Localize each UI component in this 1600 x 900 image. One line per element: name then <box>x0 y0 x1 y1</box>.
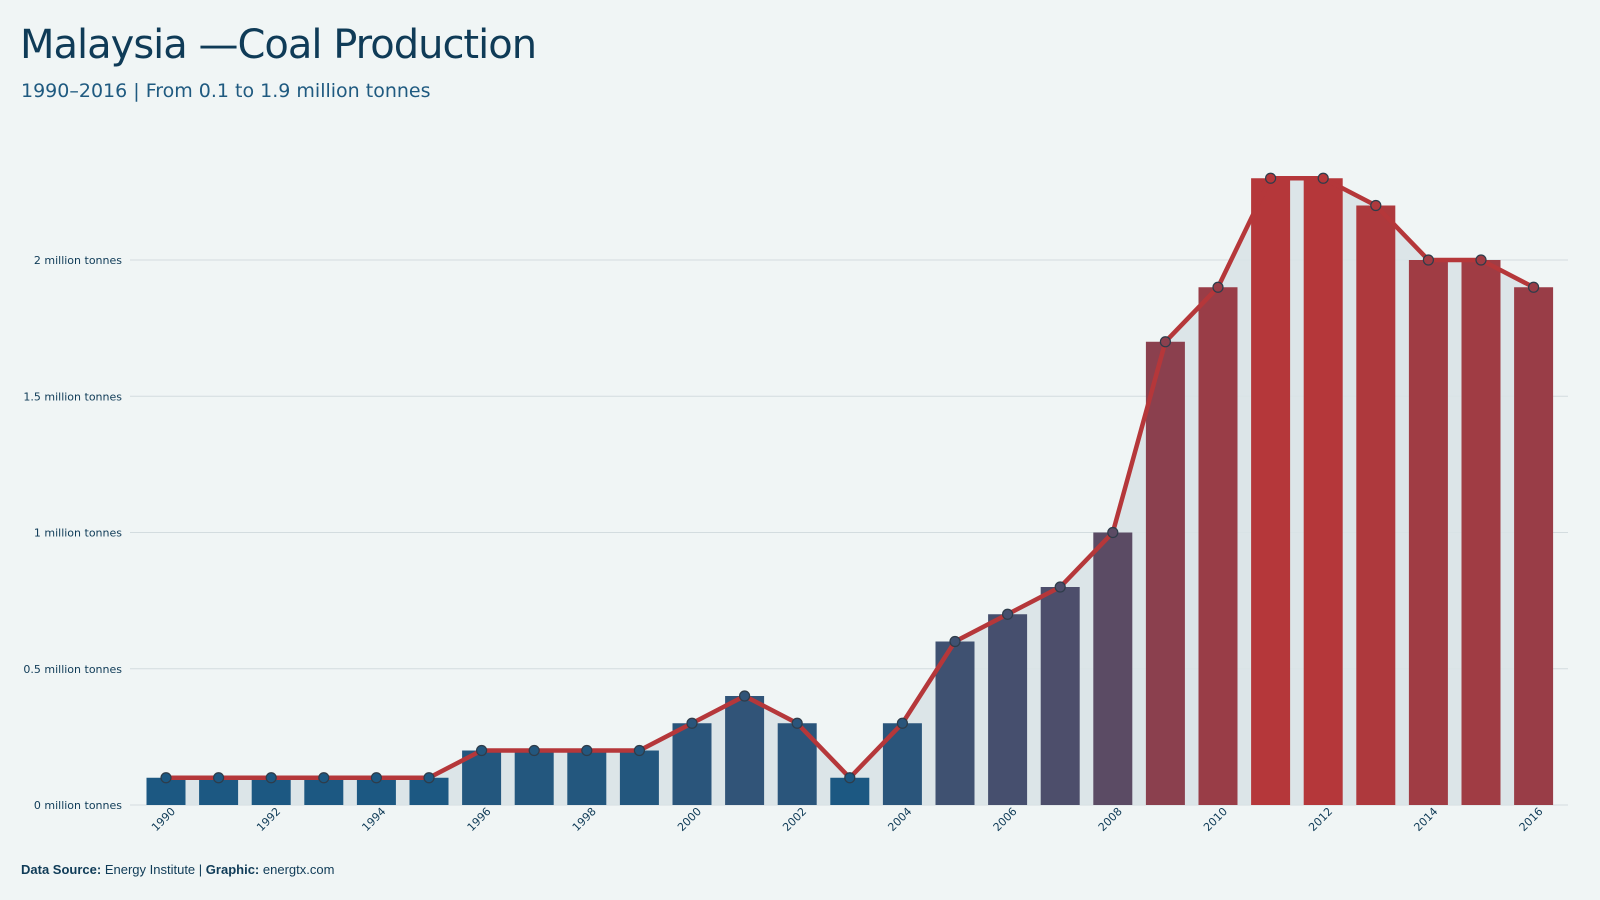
point-2005 <box>949 635 961 648</box>
x-tick-label: 1990 <box>149 805 178 834</box>
source-value: Energy Institute <box>104 862 196 877</box>
point-1997 <box>528 744 540 757</box>
point-2011 <box>1264 172 1277 184</box>
bar-2015 <box>1461 260 1501 805</box>
graphic-label: Graphic: <box>205 862 260 877</box>
x-tick-label: 1998 <box>570 805 599 834</box>
bar-1999 <box>619 750 659 805</box>
point-2003 <box>844 772 856 784</box>
point-2012 <box>1317 172 1329 184</box>
point-2010 <box>1212 281 1224 293</box>
bar-2007 <box>1040 587 1080 805</box>
x-tick-label: 2008 <box>1096 805 1125 834</box>
y-tick-label: 1 million tonnes <box>34 527 122 540</box>
x-tick-label: 1994 <box>359 805 388 834</box>
point-1992 <box>265 772 277 784</box>
chart-title: Malaysia —Coal Production <box>20 22 537 68</box>
y-axis-ticks: 0 million tonnes 0.5 million tonnes 1 mill… <box>23 254 122 812</box>
bar-2011 <box>1251 178 1291 805</box>
y-tick-label: 1.5 million tonnes <box>23 390 122 403</box>
point-1995 <box>423 772 435 784</box>
bar-2009 <box>1145 341 1185 805</box>
bar-2010 <box>1198 287 1238 805</box>
x-tick-label: 2014 <box>1411 805 1440 834</box>
y-tick-label: 0 million tonnes <box>34 799 122 812</box>
x-tick-label: 2012 <box>1306 805 1335 834</box>
bar-2001 <box>725 696 765 805</box>
bar-2005 <box>935 641 975 805</box>
y-tick-label: 2 million tonnes <box>34 254 122 267</box>
point-2006 <box>1001 608 1014 620</box>
x-tick-label: 2004 <box>885 805 914 834</box>
x-tick-label: 2016 <box>1517 805 1546 834</box>
y-tick-label: 0.5 million tonnes <box>23 663 122 676</box>
x-tick-label: 2010 <box>1201 805 1230 834</box>
point-1999 <box>633 744 646 757</box>
x-tick-label: 2000 <box>675 805 704 834</box>
point-2004 <box>896 717 909 729</box>
point-2014 <box>1422 254 1435 266</box>
bar-1998 <box>567 750 607 805</box>
footer: Data Source: Energy Institute | Graphic:… <box>21 862 334 877</box>
bar-2013 <box>1356 205 1396 805</box>
bars <box>146 178 1554 805</box>
point-1993 <box>318 772 330 784</box>
point-2001 <box>738 690 751 702</box>
bar-2014 <box>1408 260 1448 805</box>
point-2002 <box>791 717 803 729</box>
point-2013 <box>1370 199 1382 212</box>
point-1996 <box>476 744 488 757</box>
point-2009 <box>1159 336 1172 348</box>
x-tick-label: 1996 <box>465 805 494 834</box>
bar-2016 <box>1514 287 1554 805</box>
area-layer <box>166 178 1534 805</box>
point-2000 <box>686 717 698 729</box>
point-1998 <box>581 744 593 757</box>
x-axis-ticks: 1990 1992 1994 1996 1998 2000 2002 2004 2006 2008… <box>149 805 1546 834</box>
point-2016 <box>1527 281 1540 293</box>
source-label: Data Source: <box>21 862 102 877</box>
bar-2000 <box>672 723 712 805</box>
point-1994 <box>370 772 382 784</box>
point-2008 <box>1107 526 1119 539</box>
point-1990 <box>160 772 172 784</box>
chart-subtitle: 1990–2016 | From 0.1 to 1.9 million tonn… <box>21 80 431 102</box>
x-tick-label: 1992 <box>254 805 283 834</box>
x-tick-label: 2006 <box>991 805 1020 834</box>
area-fill <box>166 178 1534 805</box>
graphic-value: energtx.com <box>262 862 335 877</box>
bar-2008 <box>1093 532 1133 805</box>
x-tick-label: 2002 <box>780 805 809 834</box>
footer-separator: | <box>198 862 203 877</box>
point-2007 <box>1054 581 1066 593</box>
point-1991 <box>213 772 225 784</box>
bar-2006 <box>988 614 1028 805</box>
bar-2012 <box>1303 178 1343 805</box>
point-2015 <box>1475 254 1487 266</box>
bar-1997 <box>514 750 554 805</box>
points <box>160 172 1540 784</box>
